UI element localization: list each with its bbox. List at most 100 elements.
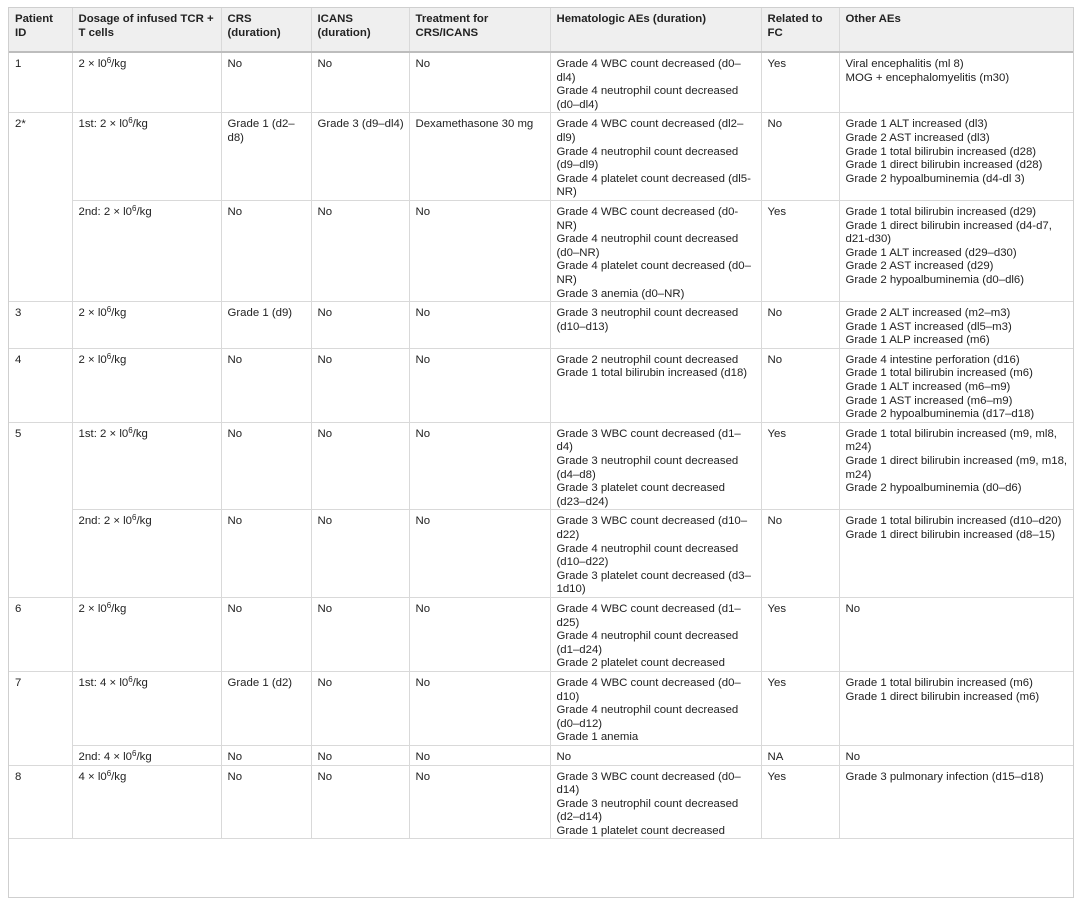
hematologic-ae-line: Grade 3 neutrophil count decreased (d4–d… xyxy=(556,455,739,481)
cell-related-fc: Yes xyxy=(760,764,840,840)
hematologic-ae-line: Grade 3 platelet count decreased (d3–1d1… xyxy=(556,569,751,596)
dosage-unit: /kg xyxy=(111,58,127,70)
hematologic-ae-line: Grade 3 platelet count decreased (d23–d2… xyxy=(556,482,725,508)
cell-treatment: No xyxy=(408,301,551,349)
hematologic-ae-line: Grade 4 neutrophil count decreased (d0–d… xyxy=(556,704,739,730)
other-ae-line: Grade 1 direct bilirubin increased (m6) xyxy=(845,690,1040,703)
other-ae-line: Grade 1 total bilirubin increased (m9, m… xyxy=(845,427,1057,454)
other-ae-line: Grade 1 AST increased (m6–m9) xyxy=(845,394,1013,407)
other-ae-line: Grade 1 total bilirubin increased (d29) xyxy=(845,205,1037,218)
cell-treatment: No xyxy=(408,670,551,746)
cell-other-aes: Grade 2 ALT increased (m2–m3) Grade 1 AST… xyxy=(838,301,1073,349)
hematologic-ae-line: Grade 1 total bilirubin increased (d18) xyxy=(556,367,748,380)
dosage-base: 4 × l0 xyxy=(78,770,107,783)
header-crs: CRS (duration) xyxy=(220,8,312,53)
cell-dosage: 2 × l06/kg xyxy=(71,51,222,114)
hematologic-ae-line: Grade 4 neutrophil count decreased (d0–d… xyxy=(556,85,739,111)
other-ae-line: Grade 1 total bilirubin increased (m6) xyxy=(845,367,1033,380)
dosage-unit: /kg xyxy=(111,602,127,615)
cell-icans: No xyxy=(310,764,410,840)
cell-hematologic-aes: Grade 3 WBC count decreased (d10–d22) Gra… xyxy=(549,509,762,598)
cell-treatment: No xyxy=(408,347,551,423)
hematologic-ae-line: Grade 4 platelet count decreased (dl5-NR… xyxy=(556,172,751,199)
cell-icans: No xyxy=(310,51,410,114)
cell-treatment: No xyxy=(408,744,551,766)
cell-other-aes: Grade 1 total bilirubin increased (d10–d… xyxy=(838,509,1073,598)
cell-crs: No xyxy=(220,199,312,303)
hematologic-ae-line: No xyxy=(556,750,572,763)
dosage-unit: /kg xyxy=(136,750,152,763)
dosage-unit: /kg xyxy=(132,676,148,689)
cell-icans: No xyxy=(310,301,410,349)
cell-hematologic-aes: Grade 4 WBC count decreased (d0-NR) Grade… xyxy=(549,199,762,303)
dosage-unit: /kg xyxy=(136,205,152,218)
cell-other-aes: Grade 3 pulmonary infection (d15–d18) xyxy=(838,764,1073,840)
dosage-exponent: 6 xyxy=(106,768,112,778)
hematologic-ae-line: Grade 4 platelet count decreased (d0–NR) xyxy=(556,260,751,286)
cell-treatment: Dexamethasone 30 mg xyxy=(408,112,551,201)
cell-patient-id: 2* xyxy=(9,112,73,303)
adverse-events-table: Patient ID Dosage of infused TCR + T cel… xyxy=(9,8,1073,840)
dosage-base: 2 × l0 xyxy=(78,353,107,366)
dosage-exponent: 6 xyxy=(132,748,137,758)
cell-treatment: No xyxy=(408,764,551,840)
dosage-exponent: 6 xyxy=(106,600,112,610)
header-other-aes: Other AEs xyxy=(838,8,1073,53)
dosage-unit: /kg xyxy=(136,515,152,528)
dosage-unit: /kg xyxy=(111,307,127,320)
cell-icans: Grade 3 (d9–dl4) xyxy=(310,112,410,201)
cell-icans: No xyxy=(310,596,410,672)
cell-icans: No xyxy=(310,744,410,766)
other-ae-line: Grade 1 AST increased (dl5–m3) xyxy=(845,320,1012,333)
hematologic-ae-line: Grade 4 WBC count decreased (d0–d10) xyxy=(556,676,741,703)
table-row: 2nd: 2 × l06/kg No No No Grade 4 WBC count d… xyxy=(9,199,1073,303)
hematologic-ae-line: Grade 3 neutrophil count decreased (d2–d… xyxy=(556,797,739,824)
dosage-exponent: 6 xyxy=(128,674,133,684)
cell-other-aes: No xyxy=(838,596,1073,672)
dosage-exponent: 6 xyxy=(106,351,112,361)
dosage-base: 2 × l0 xyxy=(78,58,107,70)
cell-related-fc: No xyxy=(760,301,840,349)
other-ae-line: No xyxy=(845,602,861,615)
cell-hematologic-aes: Grade 4 WBC count decreased (d1–d25) Grad… xyxy=(549,596,762,672)
cell-hematologic-aes: Grade 4 WBC count decreased (d0–d10) Grad… xyxy=(549,670,762,746)
cell-icans: No xyxy=(310,199,410,303)
dosage-base: 2nd: 2 × l0 xyxy=(78,515,133,528)
cell-icans: No xyxy=(310,421,410,511)
other-ae-line: Grade 4 intestine perforation (d16) xyxy=(845,353,1020,366)
cell-patient-id: 8 xyxy=(9,764,73,840)
other-ae-line: Grade 1 direct bilirubin increased (d8–1… xyxy=(845,529,1056,541)
hematologic-ae-line: Grade 3 WBC count decreased (d1–d4) xyxy=(556,427,741,454)
other-ae-line: Grade 2 AST increased (dl3) xyxy=(845,131,990,144)
dosage-unit: /kg xyxy=(132,427,148,440)
cell-hematologic-aes: Grade 4 WBC count decreased (dl2–dl9) Gra… xyxy=(549,112,762,201)
cell-patient-id: 7 xyxy=(9,670,73,766)
cell-hematologic-aes: Grade 2 neutrophil count decreased Grade … xyxy=(549,347,762,423)
cell-dosage: 2nd: 4 × l06/kg xyxy=(71,744,222,766)
hematologic-ae-line: Grade 4 WBC count decreased (d0-NR) xyxy=(556,205,739,232)
cell-related-fc: No xyxy=(760,112,840,201)
cell-dosage: 2nd: 2 × l06/kg xyxy=(71,199,222,303)
cell-related-fc: Yes xyxy=(760,596,840,672)
cell-treatment: No xyxy=(408,421,551,511)
hematologic-ae-line: Grade 3 anemia (d0–NR) xyxy=(556,287,685,300)
ae-table-container: Patient ID Dosage of infused TCR + T cel… xyxy=(8,7,1074,898)
table-row: 2* 1st: 2 × l06/kg Grade 1 (d2–d8) Grade 3 … xyxy=(9,112,1073,303)
other-ae-line: MOG + encephalomyelitis (m30) xyxy=(845,71,1010,84)
other-ae-line: Grade 2 hypoalbuminemia (d0–d6) xyxy=(845,482,1022,495)
other-ae-line: Viral encephalitis (ml 8) xyxy=(845,58,964,70)
cell-patient-id: 3 xyxy=(9,301,73,349)
other-ae-line: Grade 3 pulmonary infection (d15–d18) xyxy=(845,770,1044,783)
other-ae-line: Grade 1 ALP increased (m6) xyxy=(845,334,990,347)
other-ae-line: Grade 1 total bilirubin increased (d28) xyxy=(845,145,1037,158)
dosage-base: 1st: 4 × l0 xyxy=(78,676,129,689)
cell-hematologic-aes: No xyxy=(549,744,762,766)
cell-related-fc: Yes xyxy=(760,670,840,746)
cell-related-fc: Yes xyxy=(760,199,840,303)
cell-crs: No xyxy=(220,744,312,766)
cell-dosage: 2 × l06/kg xyxy=(71,347,222,423)
other-ae-line: Grade 1 total bilirubin increased (d10–d… xyxy=(845,515,1062,528)
